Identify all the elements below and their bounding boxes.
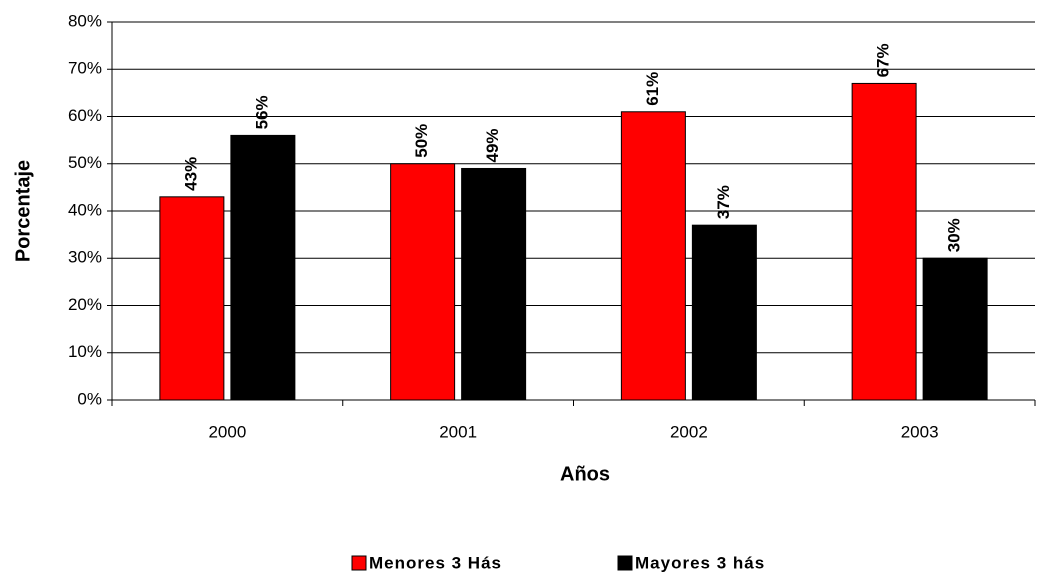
bar [691,224,757,401]
y-tick-label: 20% [68,295,102,314]
y-tick-label: 30% [68,248,102,267]
y-tick-label: 60% [68,106,102,125]
bar [461,167,527,401]
legend-label: Menores 3 Hás [369,553,502,572]
data-label: 56% [252,95,271,129]
y-tick-label: 40% [68,200,102,219]
x-tick-label: 2002 [670,422,708,441]
bar [922,257,988,401]
bar [230,134,296,401]
bar [390,163,456,401]
data-label: 37% [714,185,733,219]
y-tick-label: 70% [68,59,102,78]
data-label: 61% [643,72,662,106]
bar [851,82,917,401]
bar [159,196,225,401]
x-tick-label: 2003 [901,422,939,441]
data-label: 43% [181,157,200,191]
data-label: 49% [483,128,502,162]
bar [620,111,686,401]
y-tick-label: 80% [68,11,102,30]
x-axis-label: Años [560,463,610,485]
y-tick-label: 0% [77,389,102,408]
y-tick-label: 10% [68,342,102,361]
legend-swatch [617,555,633,571]
data-label: 30% [945,218,964,252]
legend-swatch [351,555,367,571]
x-tick-label: 2000 [208,422,246,441]
legend-label: Mayores 3 hás [635,553,765,572]
y-axis-label: Porcentaje [12,160,34,262]
x-tick-label: 2001 [439,422,477,441]
data-label: 50% [412,124,431,158]
y-tick-label: 50% [68,153,102,172]
data-label: 67% [874,43,893,77]
